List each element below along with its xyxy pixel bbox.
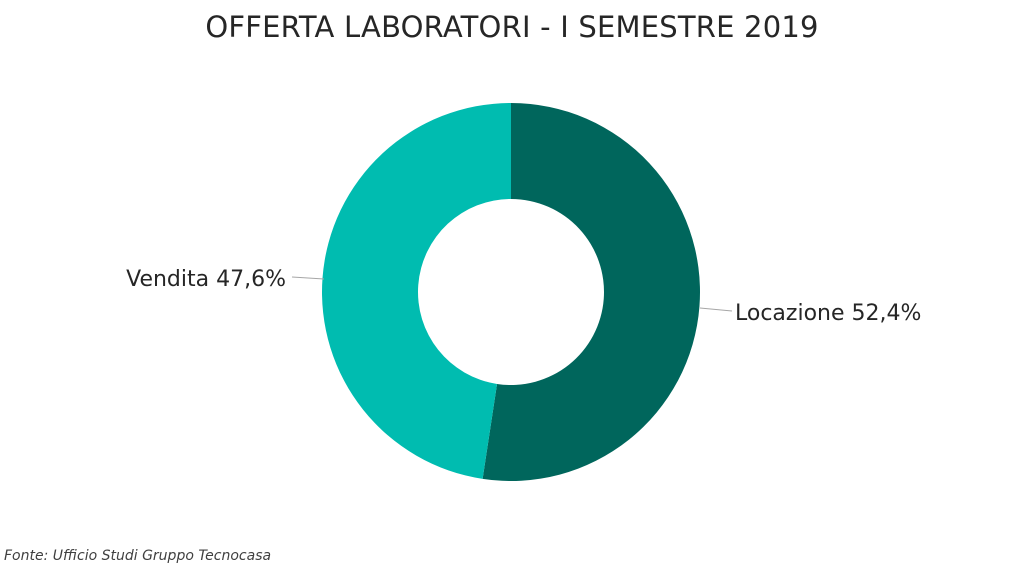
- data-label-locazione: Locazione 52,4%: [735, 301, 921, 326]
- slices-layer: [322, 103, 700, 482]
- leader-line-vendita: [291, 276, 325, 280]
- slice-locazione: [482, 103, 700, 482]
- labels-layer: Locazione 52,4% Vendita 47,6%: [126, 267, 921, 326]
- source-note: Fonte: Ufficio Studi Gruppo Tecnocasa: [4, 548, 272, 564]
- slice-vendita: [322, 103, 511, 479]
- data-label-vendita: Vendita 47,6%: [126, 267, 286, 292]
- chart-title: OFFERTA LABORATORI - I SEMESTRE 2019: [205, 10, 819, 44]
- leader-line-locazione: [699, 307, 733, 312]
